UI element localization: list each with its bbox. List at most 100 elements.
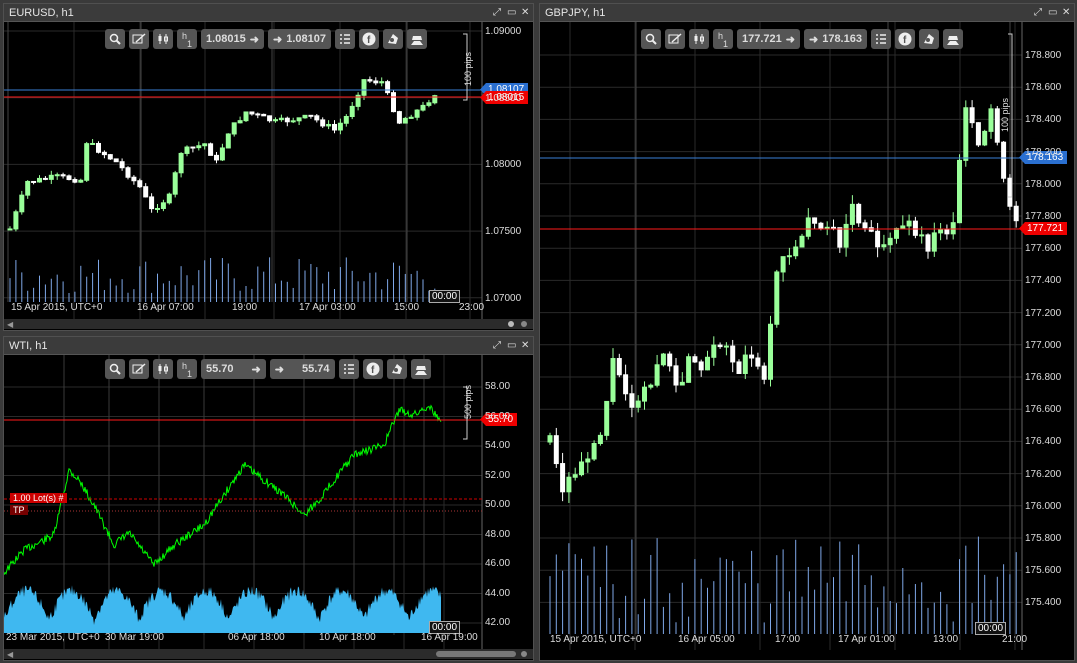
sell-button[interactable]: 1.08015 ➜ bbox=[201, 29, 264, 49]
y-tick-label: 177.800 bbox=[1025, 211, 1062, 222]
candle-body bbox=[686, 356, 692, 383]
x-tick-label: 06 Apr 18:00 bbox=[228, 632, 285, 643]
horizontal-scrollbar[interactable]: ◀ bbox=[4, 319, 533, 329]
take-profit-label[interactable]: TP bbox=[10, 505, 28, 515]
candle-body bbox=[881, 244, 887, 248]
current-time-box: 00:00 bbox=[429, 290, 461, 303]
wti-titlebar[interactable]: WTI, h1 ⤢ ▭ ✕ bbox=[4, 337, 533, 355]
facebook-icon[interactable]: f bbox=[362, 359, 383, 379]
x-tick-label: 16 Apr 05:00 bbox=[678, 634, 735, 645]
zoom-icon[interactable] bbox=[641, 29, 661, 49]
candle-body bbox=[267, 115, 273, 122]
candle-body bbox=[938, 228, 944, 234]
order-label[interactable]: 1.00 Lot(s) # bbox=[10, 493, 67, 503]
y-tick-label: 176.200 bbox=[1025, 468, 1062, 480]
candle-body bbox=[290, 120, 296, 123]
zoom-icon[interactable] bbox=[105, 359, 125, 379]
indicators-icon[interactable] bbox=[153, 359, 173, 379]
x-tick-label: 15 Apr 2015, UTC+0 bbox=[11, 302, 103, 313]
scroll-left-icon[interactable]: ◀ bbox=[7, 320, 14, 329]
candle-body bbox=[963, 107, 969, 161]
scroll-left-icon[interactable]: ◀ bbox=[7, 650, 14, 659]
y-tick-label: 178.200 bbox=[1025, 146, 1062, 158]
price-line-series bbox=[4, 404, 442, 575]
user-icon[interactable] bbox=[410, 359, 431, 379]
candle-body bbox=[84, 143, 90, 181]
candle-body bbox=[137, 180, 143, 188]
gbpjpy-titlebar[interactable]: GBPJPY, h1 ⤢ ▭ ✕ bbox=[540, 4, 1074, 22]
shape-icon[interactable] bbox=[918, 29, 939, 49]
close-icon[interactable]: ✕ bbox=[521, 7, 530, 18]
facebook-icon[interactable]: f bbox=[358, 29, 379, 49]
candle-body bbox=[243, 111, 249, 122]
eurusd-chart-svg[interactable] bbox=[4, 22, 533, 319]
buy-button[interactable]: ➜ 178.163 bbox=[803, 29, 867, 49]
candle-body bbox=[48, 174, 54, 180]
wti-chart-svg[interactable] bbox=[4, 355, 533, 651]
sell-button[interactable]: 177.721 ➜ bbox=[737, 29, 800, 49]
candle-body bbox=[736, 361, 742, 374]
scroll-end-dot[interactable] bbox=[521, 651, 527, 657]
user-icon[interactable] bbox=[942, 29, 963, 49]
buy-button[interactable]: ➜ 1.08107 bbox=[267, 29, 331, 49]
restore-icon[interactable]: ▭ bbox=[507, 7, 517, 18]
close-icon[interactable]: ✕ bbox=[521, 340, 530, 351]
candle-body bbox=[60, 174, 66, 177]
candle-body bbox=[912, 220, 918, 236]
y-tick-label: 177.400 bbox=[1025, 275, 1062, 287]
timeframe-label: h bbox=[717, 31, 723, 41]
y-tick-label: 175.400 bbox=[1025, 597, 1062, 609]
candle-body bbox=[219, 147, 225, 161]
list-icon[interactable] bbox=[338, 359, 359, 379]
candle-body bbox=[862, 222, 868, 229]
expand-icon[interactable]: ⤢ bbox=[493, 7, 501, 18]
candle-body bbox=[261, 113, 267, 117]
restore-icon[interactable]: ▭ bbox=[1048, 7, 1058, 18]
buy-button[interactable]: ➜ 55.74 bbox=[269, 359, 335, 379]
candle-body bbox=[361, 79, 367, 96]
candle-body bbox=[856, 203, 862, 224]
gbpjpy-chart[interactable] bbox=[540, 22, 1074, 650]
user-icon[interactable] bbox=[406, 29, 427, 49]
scroll-thumb[interactable] bbox=[436, 651, 516, 657]
sell-button[interactable]: 55.70 ➜ bbox=[201, 359, 266, 379]
scroll-end-dot[interactable] bbox=[521, 321, 527, 327]
list-icon[interactable] bbox=[334, 29, 355, 49]
drawing-tools-icon[interactable] bbox=[665, 29, 685, 49]
y-tick-label: 177.000 bbox=[1025, 339, 1062, 351]
facebook-icon[interactable]: f bbox=[894, 29, 915, 49]
gbpjpy-chart-svg[interactable] bbox=[540, 22, 1074, 650]
list-icon[interactable] bbox=[870, 29, 891, 49]
eurusd-titlebar[interactable]: EURUSD, h1 ⤢ ▭ ✕ bbox=[4, 4, 533, 22]
candle-body bbox=[237, 120, 243, 124]
expand-icon[interactable]: ⤢ bbox=[493, 340, 501, 351]
candle-body bbox=[957, 159, 962, 224]
arrow-right-icon: ➜ bbox=[274, 363, 284, 376]
pips-ruler-label: 100 pips bbox=[463, 51, 473, 86]
candle-body bbox=[994, 108, 1000, 143]
expand-icon[interactable]: ⤢ bbox=[1034, 7, 1042, 18]
wti-chart[interactable] bbox=[4, 355, 533, 651]
drawing-tools-icon[interactable] bbox=[129, 359, 149, 379]
indicators-icon[interactable] bbox=[153, 29, 173, 49]
zoom-icon[interactable] bbox=[105, 29, 125, 49]
indicators-icon[interactable] bbox=[689, 29, 709, 49]
horizontal-scrollbar[interactable]: ◀ bbox=[4, 649, 533, 659]
restore-icon[interactable]: ▭ bbox=[507, 340, 517, 351]
eurusd-chart[interactable] bbox=[4, 22, 533, 319]
candle-body bbox=[302, 114, 308, 119]
shape-icon[interactable] bbox=[386, 359, 407, 379]
candle-body bbox=[172, 172, 178, 195]
scroll-position-dot[interactable] bbox=[508, 321, 514, 327]
close-icon[interactable]: ✕ bbox=[1062, 7, 1071, 18]
y-tick-label: 176.600 bbox=[1025, 404, 1062, 416]
candle-body bbox=[591, 442, 597, 460]
volume-area bbox=[4, 585, 441, 633]
y-tick-label: 176.000 bbox=[1025, 500, 1062, 512]
drawing-tools-icon[interactable] bbox=[129, 29, 149, 49]
x-tick-label: 23 Mar 2015, UTC+0 bbox=[6, 632, 100, 643]
shape-icon[interactable] bbox=[382, 29, 403, 49]
